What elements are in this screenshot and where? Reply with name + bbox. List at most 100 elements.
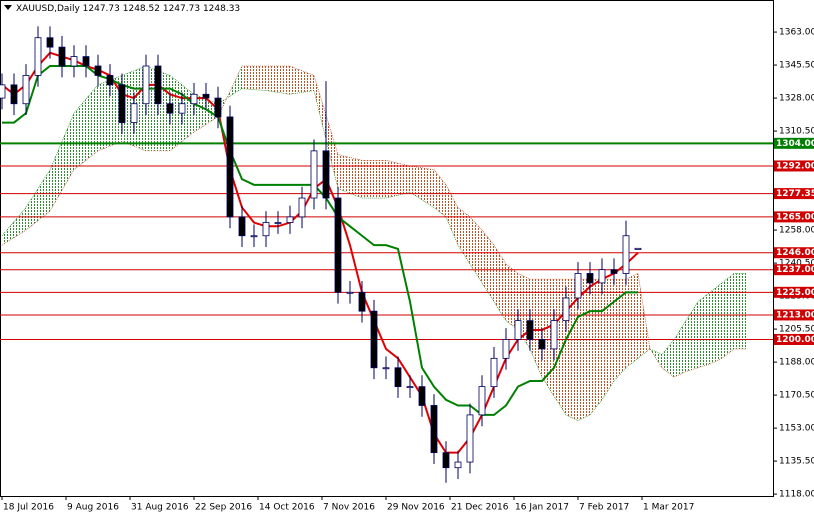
candle-body [22,75,30,105]
cloud-segment [98,75,122,151]
y-tick-label: 1240.50 [779,259,814,269]
y-tick-label: 1345.50 [779,61,814,71]
candle-body [58,46,66,67]
candle-body [154,65,162,105]
cloud-segment [482,230,494,302]
cloud-segment [698,292,710,368]
candle-body [490,357,498,388]
candle-body [574,273,582,299]
cloud-segment [614,279,626,381]
candle-body [382,367,390,370]
candle-body [286,216,294,223]
candle-body [430,405,438,454]
x-tick-label: 16 Jan 2017 [515,503,569,513]
candle-body [610,269,618,274]
level-label: 1225.00 [776,288,814,298]
candle-body [502,339,510,359]
candle-body [406,386,414,389]
cloud-segment [50,113,74,212]
level-label: 1304.00 [776,139,814,149]
x-tick-label: 18 Jul 2016 [3,503,54,513]
level-label: 1265.00 [776,212,814,222]
candle-body [634,247,642,250]
level-tag [774,160,814,172]
candle-body [82,56,90,67]
x-tick-label: 7 Feb 2017 [579,503,629,513]
cloud-segment [638,273,650,359]
x-tick-label: 21 Dec 2016 [451,503,509,513]
cloud-segment [542,279,554,397]
candle-body [106,75,114,86]
cloud-segment [626,273,638,368]
level-label: 1246.00 [776,248,814,258]
level-label: 1277.35 [776,189,814,199]
candle-body [70,56,78,67]
x-tick-label: 22 Sep 2016 [195,503,252,513]
candle-body [526,320,534,340]
candle-body [454,461,462,469]
candle-body [466,414,474,463]
y-tick-label: 1153.00 [779,424,814,434]
candle-body [322,150,330,199]
x-tick-label: 29 Nov 2016 [387,503,445,513]
candle-body [46,37,54,48]
candle-body [598,269,606,284]
cloud-segment [290,66,314,95]
candle-body [226,116,234,218]
candle-body [538,339,546,350]
candle-body [202,93,210,99]
y-tick-label: 1310.50 [779,127,814,137]
symbol-icon [4,5,12,10]
cloud-segment [506,264,518,331]
cloud-segment [734,273,746,349]
cloud-segment [266,66,290,95]
level-tag [774,333,814,345]
candle-body [478,386,486,416]
candle-body [190,93,198,105]
level-tag [774,137,814,149]
candle-body [238,216,246,237]
cloud-segment [410,165,434,208]
x-tick-label: 1 Mar 2017 [643,503,694,513]
candle-body [178,103,186,114]
y-tick-label: 1328.00 [779,94,814,104]
candle-body [34,37,42,76]
candle-body [130,103,138,123]
cloud-segment [662,339,674,378]
candle-body [394,367,402,388]
cloud-segment [578,279,590,421]
level-label: 1237.00 [776,265,814,275]
candle-body [10,84,18,105]
cloud-segment [590,279,602,415]
cloud-edge [1,65,746,378]
candle-body [346,291,354,294]
cloud-segment [530,279,542,378]
candle-body [262,222,270,237]
cloud-segment [362,160,386,199]
candle-body [622,235,630,274]
cloud-segment [722,273,734,359]
candle-body [214,97,222,118]
candle-body [166,103,174,114]
x-tick-label: 7 Nov 2016 [323,503,375,513]
candle-body [586,273,594,284]
candle-body [298,197,306,218]
candle-body [250,235,258,238]
plot-frame [0,0,774,497]
level-tag [774,286,814,298]
level-tag [774,309,814,321]
level-tag [774,188,814,200]
candle-body [0,84,6,99]
candle-body [94,65,102,76]
cloud-segment [242,66,266,91]
x-tick-label: 9 Aug 2016 [67,503,119,513]
level-tag [774,211,814,223]
y-tick-label: 1205.50 [779,325,814,335]
candle-body [310,150,318,199]
y-tick-label: 1258.00 [779,226,814,236]
cloud-segment [26,169,50,231]
cloud-segment [494,245,506,321]
candle-body [550,320,558,350]
level-tag [774,247,814,259]
